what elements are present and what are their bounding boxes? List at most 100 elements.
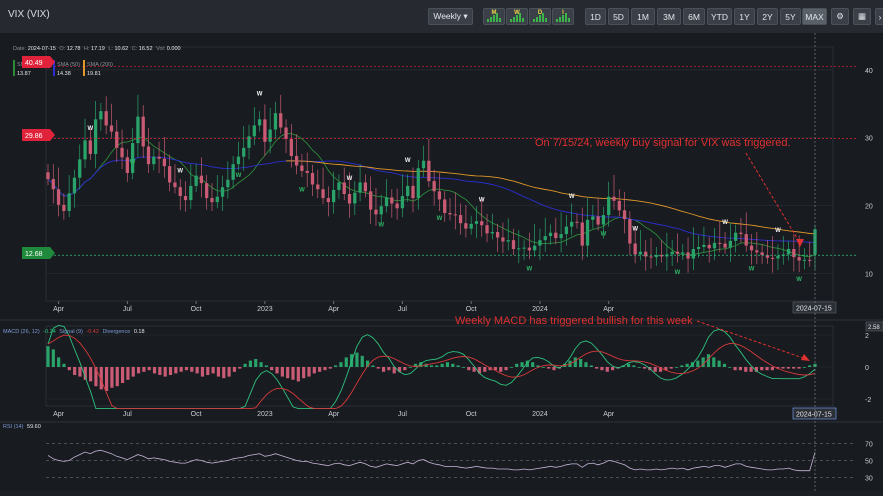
svg-text:2.58: 2.58 — [868, 325, 880, 331]
candle-body — [749, 245, 754, 251]
macd-hist-bar — [206, 367, 210, 375]
svg-text:40.49: 40.49 — [25, 60, 43, 67]
macd-hist-bar — [323, 367, 327, 371]
candle-body — [638, 251, 643, 255]
macd-x-tick: Jul — [123, 411, 132, 418]
candle-body — [215, 196, 219, 203]
macd-hist-bar — [658, 367, 663, 372]
range-button-6m[interactable]: 6M — [683, 8, 705, 25]
candle-body — [644, 251, 648, 257]
candle-body — [56, 189, 61, 205]
sma50-value: 14.38 — [57, 71, 71, 77]
rsi-legend: RSI (14) 59.60 — [3, 424, 41, 430]
macd-x-tick: Apr — [603, 411, 615, 418]
candle-body — [808, 259, 812, 261]
mini-bar — [533, 19, 535, 22]
macd-hist-bar — [73, 367, 77, 375]
macd-hist-bar — [680, 365, 684, 367]
candle-body — [802, 259, 807, 261]
macd-hist-bar — [355, 352, 359, 367]
mini-bar — [513, 17, 515, 22]
macd-hist-bar — [515, 363, 519, 367]
mini-bar — [510, 19, 512, 22]
range-button-max[interactable]: MAX — [802, 8, 827, 25]
macd-y-tick: 0 — [865, 365, 869, 372]
macd-hist-bar — [429, 365, 434, 367]
mini-chart-label: D — [537, 10, 543, 16]
macd-hist-bar — [754, 367, 759, 372]
mini-chart-w[interactable]: W — [506, 8, 528, 25]
candle-body — [178, 187, 182, 197]
range-button-1d[interactable]: 1D — [585, 8, 606, 25]
macd-hist-bar — [83, 367, 87, 380]
candle-body — [792, 248, 796, 258]
macd-hist-bar — [600, 367, 604, 371]
candle-body — [162, 158, 167, 167]
signal-marker: W — [796, 277, 802, 283]
sma-200-line — [285, 160, 816, 235]
macd-hist-bar — [57, 357, 61, 367]
candle-body — [358, 182, 362, 193]
macd-hist-bar — [424, 363, 428, 367]
macd-hist-bar — [802, 367, 806, 368]
mini-chart-i[interactable]: I — [552, 8, 574, 25]
gear-icon[interactable]: ⚙ — [831, 8, 849, 25]
candle-body — [199, 175, 204, 184]
candle-body — [130, 143, 135, 173]
calculator-icon[interactable]: ▦ — [853, 8, 871, 25]
candle-body — [681, 252, 685, 254]
macd-hist-bar — [99, 367, 103, 390]
candle-body — [649, 256, 653, 258]
candle-body — [231, 164, 235, 180]
range-button-5d[interactable]: 5D — [608, 8, 629, 25]
macd-hist-bar — [525, 360, 529, 367]
range-button-1m[interactable]: 1M — [631, 8, 655, 25]
candle-body — [654, 255, 658, 258]
macd-hist-bar — [701, 357, 705, 367]
macd-hist-bar — [765, 367, 769, 371]
interval-dropdown[interactable]: Weekly ▾ — [428, 8, 473, 25]
candle-body — [289, 139, 293, 156]
range-button-ytd[interactable]: YTD — [707, 8, 732, 25]
main-y-tick: 30 — [865, 136, 873, 143]
macd-hist-bar — [152, 367, 157, 374]
main-y-tick: 40 — [865, 68, 873, 75]
macd-hist-bar — [584, 362, 588, 367]
macd-hist-bar — [104, 367, 109, 391]
macd-hist-bar — [232, 367, 237, 372]
macd-hist-bar — [120, 367, 125, 383]
candle-body — [347, 194, 352, 204]
macd-hist-bar — [248, 360, 253, 367]
candle-body — [263, 119, 267, 142]
mini-chart-m[interactable]: M — [483, 8, 505, 25]
macd-hist-bar — [115, 367, 119, 387]
mini-chart-d[interactable]: D — [529, 8, 551, 25]
macd-hist-bar — [195, 367, 199, 374]
candle-body — [247, 136, 251, 148]
range-button-1y[interactable]: 1Y — [734, 8, 755, 25]
macd-hist-bar — [408, 367, 412, 368]
range-button-3m[interactable]: 3M — [657, 8, 681, 25]
macd-hist-bar — [461, 367, 466, 368]
macd-hist-bar — [227, 367, 231, 377]
candle-body — [538, 240, 542, 246]
signal-marker: W — [632, 227, 638, 233]
candle-body — [776, 255, 780, 259]
macd-hist-bar — [632, 365, 636, 367]
mini-bar — [562, 15, 564, 22]
macd-hist-bar — [552, 367, 556, 371]
rsi-pane: 30 50 70 RSI (14) 59.60 — [0, 421, 883, 491]
more-icon[interactable]: › — [875, 8, 883, 25]
macd-hist-bar — [456, 365, 460, 367]
main-x-tick: Apr — [328, 306, 340, 313]
range-button-5y[interactable]: 5Y — [780, 8, 801, 25]
macd-hist-bar — [451, 363, 455, 367]
range-button-2y[interactable]: 2Y — [757, 8, 778, 25]
mini-bar — [536, 17, 538, 22]
macd-legend: MACD (26, 12) -0.24 Signal (9) -0.42 Div… — [3, 329, 145, 335]
macd-x-tick: 2024 — [532, 411, 548, 418]
macd-hist-bar — [626, 363, 631, 367]
macd-hist-bar — [435, 365, 439, 367]
macd-hist-bar — [174, 367, 178, 374]
